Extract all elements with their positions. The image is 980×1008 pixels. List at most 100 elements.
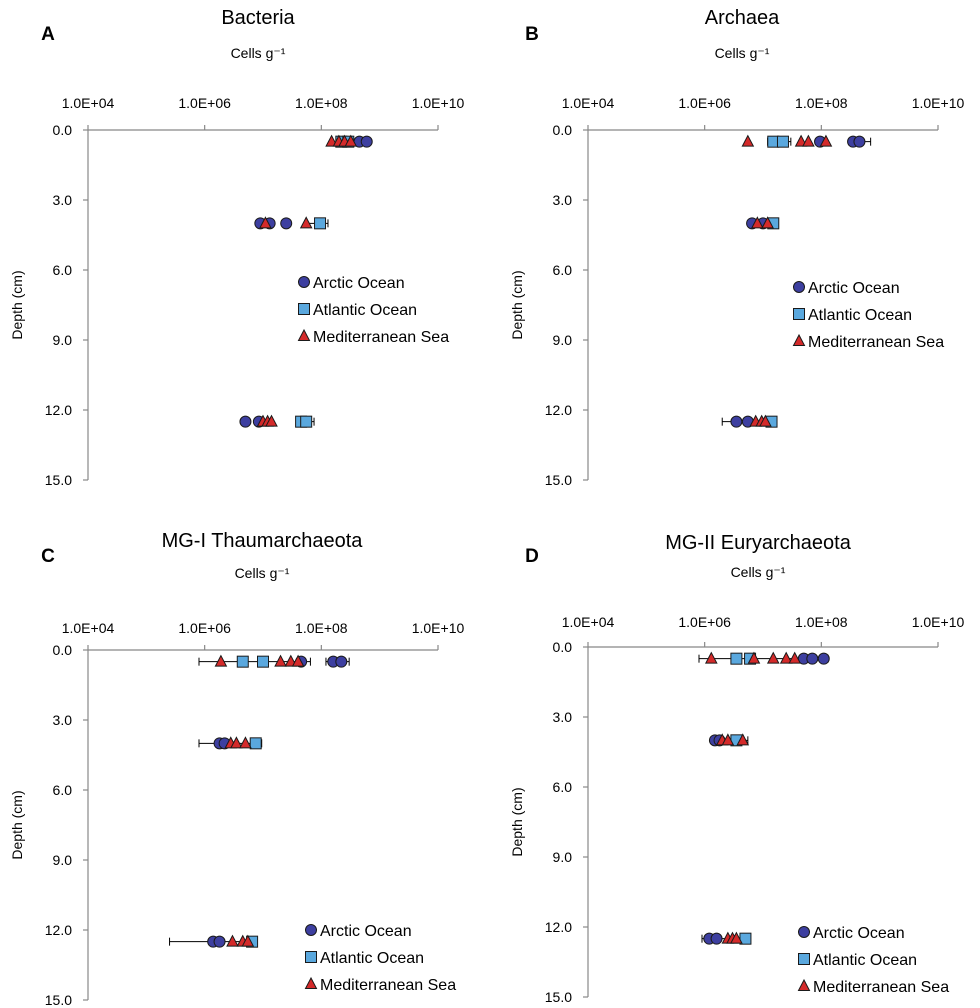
y-tick-label: 9.0 <box>553 332 573 348</box>
point-mediterranean-sea <box>766 651 780 664</box>
x-axis-label: Cells g⁻¹ <box>231 45 286 61</box>
x-axis-label: Cells g⁻¹ <box>731 564 786 580</box>
x-tick-label: 1.0E+06 <box>178 620 231 636</box>
point-arctic-ocean <box>806 652 819 665</box>
point-mediterranean-sea <box>736 733 750 746</box>
x-tick-label: 1.0E+06 <box>178 95 231 111</box>
y-tick-label: 12.0 <box>545 402 572 418</box>
x-tick-label: 1.0E+08 <box>295 620 348 636</box>
legend-label-atlantic-ocean: Atlantic Ocean <box>313 302 417 319</box>
legend: Arctic Ocean Atlantic Ocean Mediterranean … <box>797 925 949 996</box>
point-mediterranean-sea <box>299 216 313 229</box>
y-tick-label: 3.0 <box>553 192 573 208</box>
point-mediterranean-sea <box>741 134 755 147</box>
y-tick-label: 15.0 <box>45 992 72 1008</box>
x-tick-label: 1.0E+08 <box>295 95 348 111</box>
point-mediterranean-sea <box>230 736 243 749</box>
chart-title: Archaea <box>705 7 780 29</box>
x-tick-label: 1.0E+08 <box>795 95 848 111</box>
panel-letter: C <box>41 546 55 567</box>
point-atlantic-ocean <box>249 737 262 750</box>
point-mediterranean-sea <box>259 216 272 229</box>
y-tick-label: 12.0 <box>545 919 572 935</box>
legend-label-arctic-ocean: Arctic Ocean <box>808 280 900 297</box>
legend-marker-arctic-ocean <box>298 276 310 288</box>
y-tick-label: 0.0 <box>553 639 573 655</box>
point-arctic-ocean <box>730 415 743 428</box>
legend-label-arctic-ocean: Arctic Ocean <box>313 275 405 292</box>
chart-title: Bacteria <box>221 7 295 29</box>
x-tick-label: 1.0E+06 <box>678 95 731 111</box>
point-mediterranean-sea <box>802 134 815 147</box>
legend-marker-arctic-ocean <box>305 924 317 936</box>
point-mediterranean-sea <box>704 651 718 664</box>
point-mediterranean-sea <box>214 654 228 667</box>
point-arctic-ocean <box>280 217 293 230</box>
chart-title: MG-I Thaumarchaeota <box>162 530 364 552</box>
point-mediterranean-sea <box>226 934 239 947</box>
legend-marker-atlantic-ocean <box>305 951 317 963</box>
y-tick-label: 0.0 <box>553 122 573 138</box>
point-mediterranean-sea <box>721 733 735 746</box>
panel-b: B Archaea Cells g⁻¹ 1.0E+04 1.0E+06 1.0E+08 1.… <box>509 7 964 488</box>
point-atlantic-ocean <box>314 217 327 230</box>
legend: Arctic Ocean Atlantic Ocean Mediterranean … <box>297 275 449 346</box>
y-tick-label: 6.0 <box>553 262 573 278</box>
legend-marker-atlantic-ocean <box>798 953 810 965</box>
point-mediterranean-sea <box>788 651 802 664</box>
point-mediterranean-sea <box>751 216 764 229</box>
point-arctic-ocean <box>335 655 348 668</box>
point-arctic-ocean <box>239 415 252 428</box>
x-tick-label: 1.0E+10 <box>412 620 465 636</box>
y-tick-label: 12.0 <box>45 922 72 938</box>
y-tick-label: 0.0 <box>53 122 73 138</box>
y-tick-label: 15.0 <box>545 989 572 1005</box>
point-mediterranean-sea <box>759 414 772 427</box>
y-axis-label: Depth (cm) <box>9 790 25 859</box>
point-mediterranean-sea <box>747 651 761 664</box>
x-tick-label: 1.0E+04 <box>62 620 115 636</box>
point-arctic-ocean <box>853 135 866 148</box>
panel-letter: D <box>525 546 539 567</box>
legend-label-mediterranean-sea: Mediterranean Sea <box>813 979 949 996</box>
legend-marker-mediterranean-sea <box>797 978 811 991</box>
y-tick-label: 12.0 <box>45 402 72 418</box>
legend-label-arctic-ocean: Arctic Ocean <box>813 925 905 942</box>
y-tick-label: 6.0 <box>553 779 573 795</box>
legend-label-arctic-ocean: Arctic Ocean <box>320 923 412 940</box>
panel-d: D MG-II Euryarchaeota Cells g⁻¹ 1.0E+04 1.0E… <box>509 532 964 1005</box>
legend-marker-atlantic-ocean <box>793 308 805 320</box>
x-tick-label: 1.0E+08 <box>795 614 848 630</box>
point-atlantic-ocean <box>257 655 269 668</box>
legend-marker-mediterranean-sea <box>792 333 806 346</box>
x-tick-label: 1.0E+10 <box>412 95 465 111</box>
point-arctic-ocean <box>817 652 830 665</box>
x-axis-label: Cells g⁻¹ <box>715 45 770 61</box>
legend-marker-mediterranean-sea <box>297 328 311 341</box>
legend-label-mediterranean-sea: Mediterranean Sea <box>313 329 449 346</box>
panel-c: C MG-I Thaumarchaeota Cells g⁻¹ 1.0E+04 1.0E… <box>9 530 464 1008</box>
panel-letter: A <box>41 24 55 45</box>
legend-label-atlantic-ocean: Atlantic Ocean <box>808 307 912 324</box>
x-tick-label: 1.0E+04 <box>562 95 615 111</box>
legend: Arctic Ocean Atlantic Ocean Mediterranean … <box>792 280 944 351</box>
y-tick-label: 9.0 <box>53 332 73 348</box>
point-atlantic-ocean <box>236 655 249 668</box>
y-tick-label: 9.0 <box>553 849 573 865</box>
y-tick-label: 6.0 <box>53 782 73 798</box>
legend-marker-arctic-ocean <box>793 281 805 293</box>
x-tick-label: 1.0E+04 <box>62 95 115 111</box>
y-tick-label: 15.0 <box>45 472 72 488</box>
point-arctic-ocean <box>710 932 723 945</box>
y-tick-label: 3.0 <box>53 192 73 208</box>
y-tick-label: 9.0 <box>53 852 73 868</box>
y-axis-label: Depth (cm) <box>509 787 525 856</box>
legend-marker-arctic-ocean <box>798 926 810 938</box>
panel-a: A Bacteria Cells g⁻¹ 1.0E+04 1.0E+06 1.0E+08 1… <box>9 7 464 488</box>
x-tick-label: 1.0E+10 <box>912 614 965 630</box>
y-axis-label: Depth (cm) <box>509 270 525 339</box>
legend-label-atlantic-ocean: Atlantic Ocean <box>320 950 424 967</box>
legend-label-atlantic-ocean: Atlantic Ocean <box>813 952 917 969</box>
point-atlantic-ocean <box>730 652 743 665</box>
y-tick-label: 0.0 <box>53 642 73 658</box>
